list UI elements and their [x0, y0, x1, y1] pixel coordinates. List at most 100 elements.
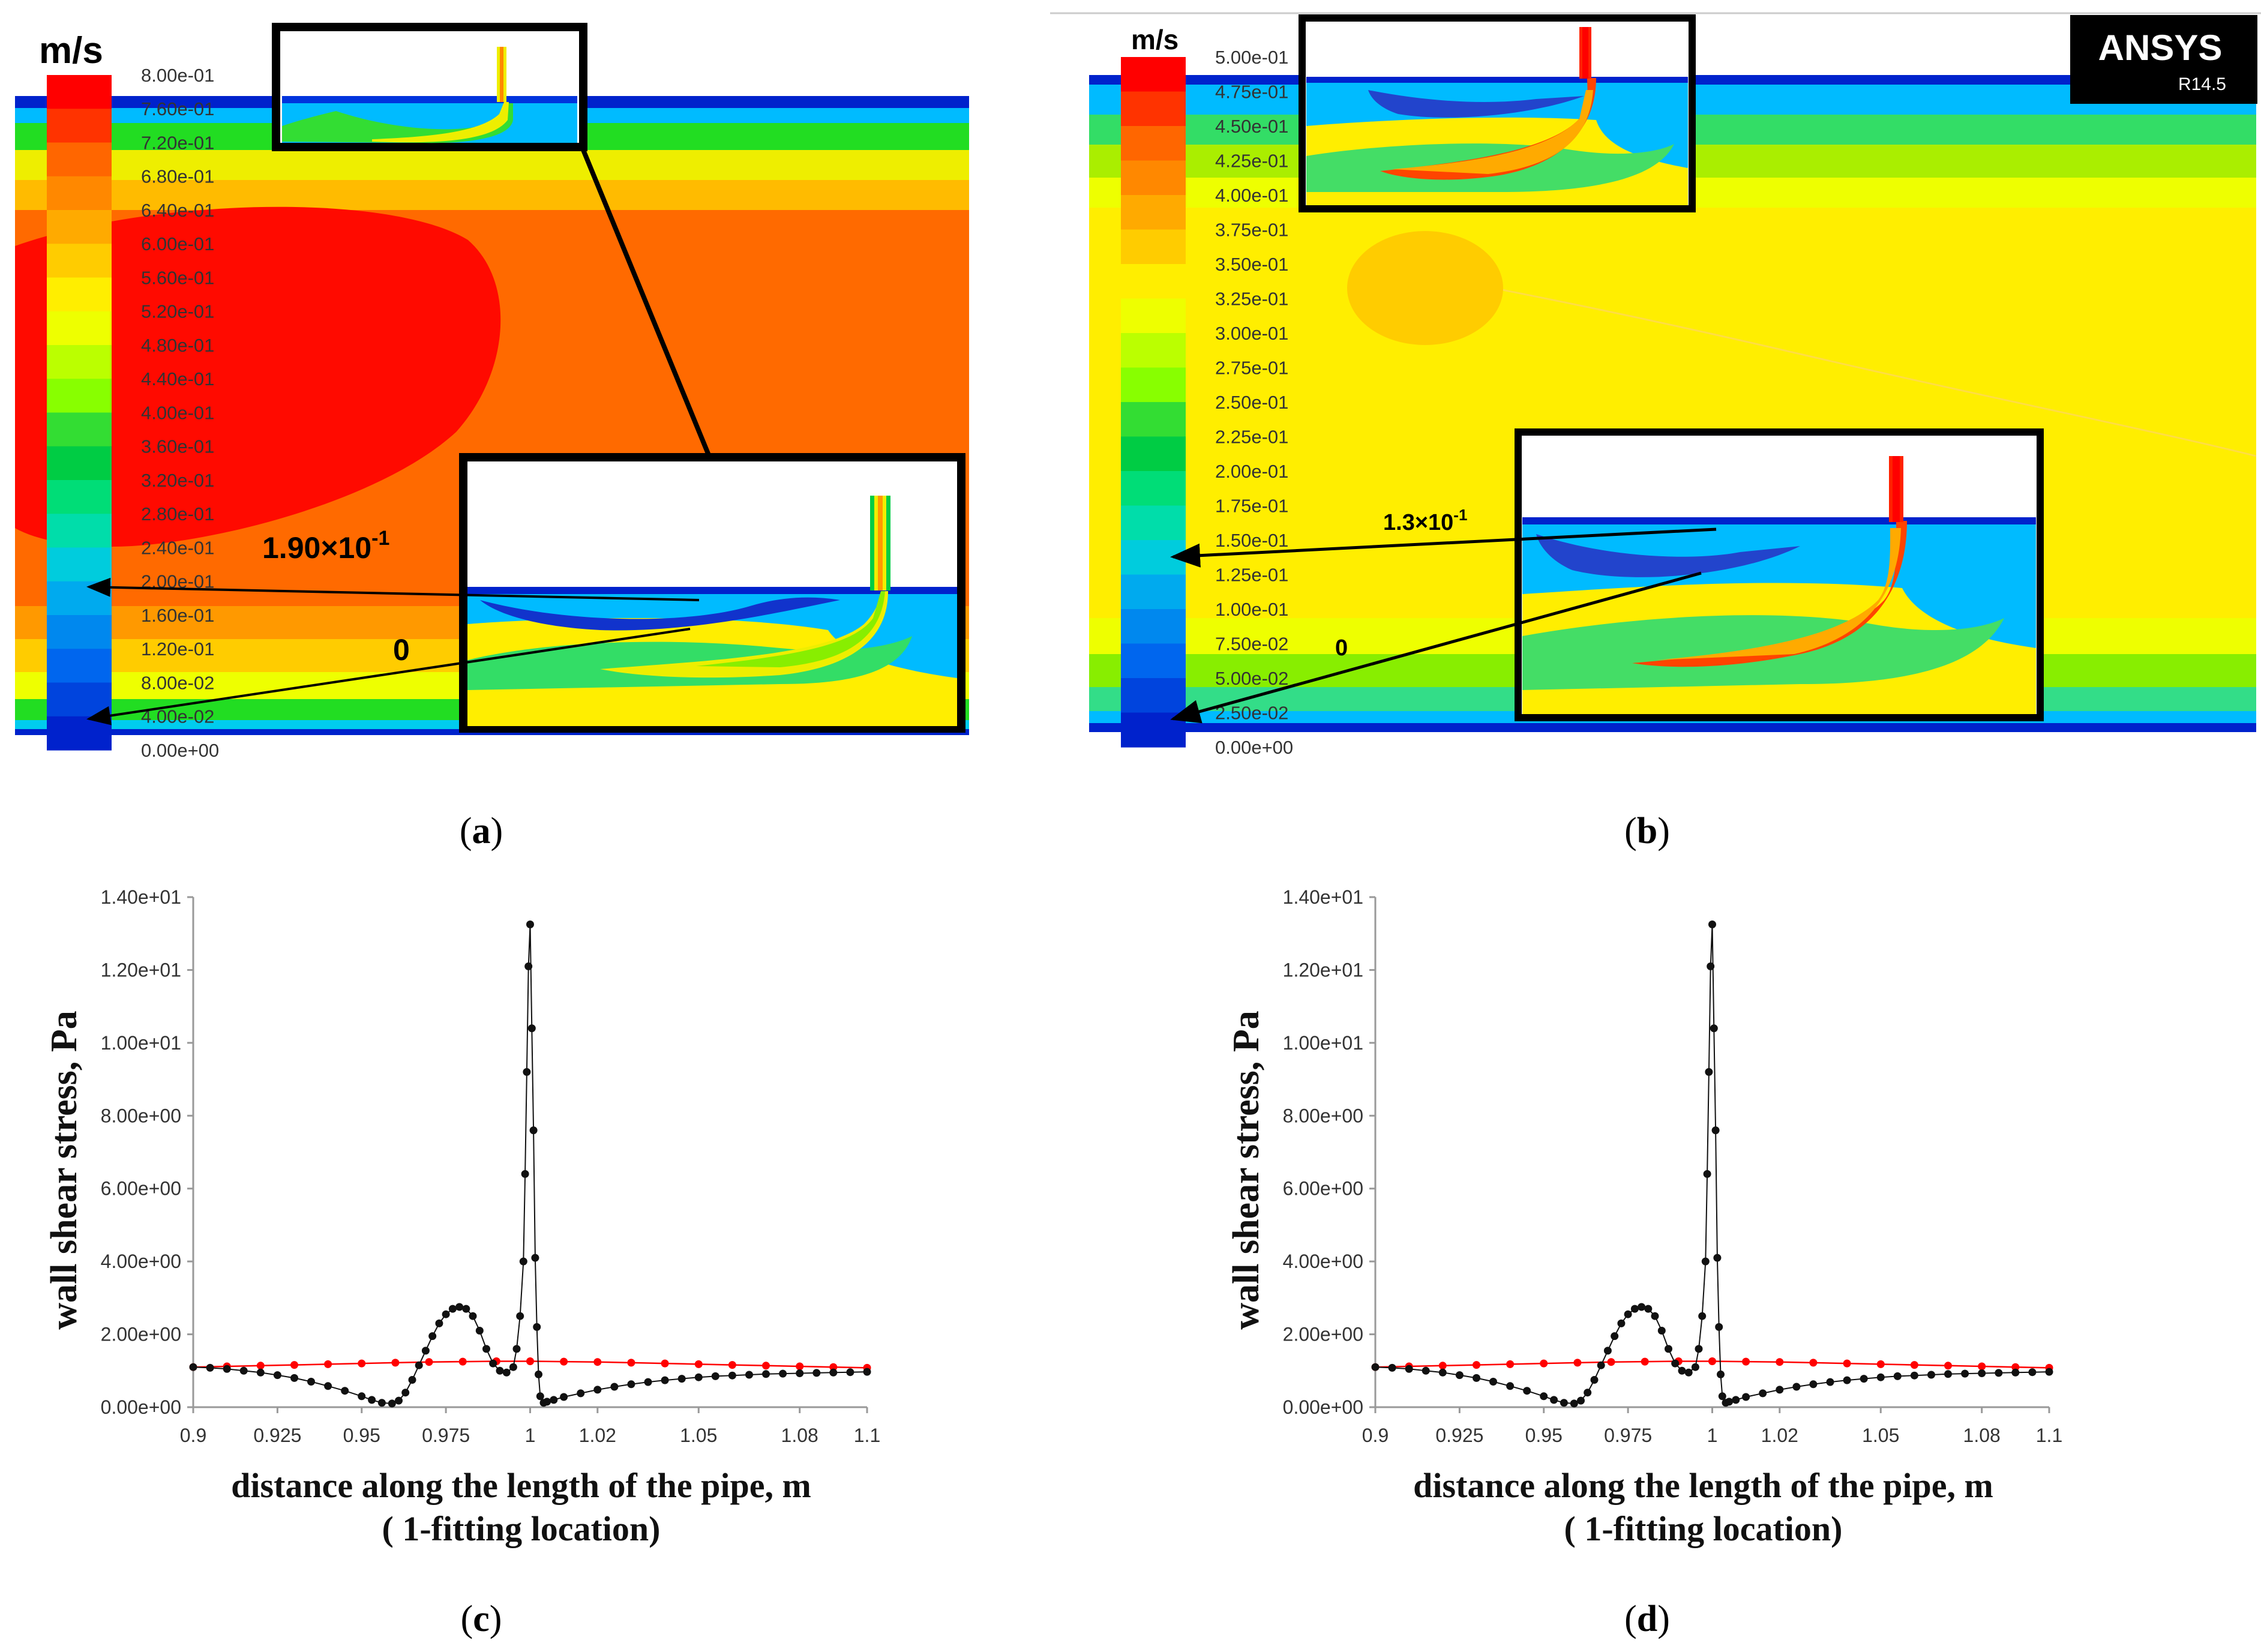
- data-point: [341, 1387, 349, 1395]
- data-point: [2011, 1363, 2020, 1371]
- data-point: [2028, 1368, 2037, 1377]
- colorbar-tick-label: 5.00e-02: [1215, 668, 1288, 689]
- colorbar-tick-label: 4.25e-01: [1215, 150, 1288, 171]
- colorbar-segment: [1121, 505, 1186, 541]
- data-point: [1617, 1319, 1626, 1327]
- data-point: [1438, 1362, 1447, 1370]
- data-point: [509, 1363, 517, 1371]
- x-tick-label: 0.9: [1362, 1425, 1389, 1446]
- panel-d-caption: (d): [1624, 1599, 1670, 1639]
- colorbar-segment: [1121, 643, 1186, 679]
- colorbar-tick-label: 5.20e-01: [141, 301, 214, 322]
- data-point: [524, 962, 533, 970]
- colorbar-segment: [47, 480, 112, 514]
- data-point: [1573, 1359, 1582, 1367]
- colorbar-segment: [47, 615, 112, 649]
- colorbar-tick-label: 5.00e-01: [1215, 47, 1288, 68]
- data-point: [1961, 1369, 1969, 1378]
- panel-d: 0.00e+00 2.00e+00 4.00e+00 6.00e+00 8.00e+00…: [1226, 886, 2062, 1639]
- data-point: [1876, 1373, 1885, 1381]
- x-axis-label-2: ( 1-fitting location): [382, 1509, 661, 1548]
- data-point: [812, 1369, 821, 1377]
- data-point: [1776, 1358, 1784, 1366]
- x-tick-label: 0.95: [1525, 1425, 1563, 1446]
- data-point: [1506, 1360, 1515, 1368]
- colorbar-tick-label: 6.40e-01: [141, 200, 214, 221]
- data-point: [469, 1312, 477, 1320]
- colorbar-segment: [1121, 195, 1186, 230]
- data-point: [455, 1303, 464, 1311]
- panel-a-colorbar-unit: m/s: [39, 30, 103, 71]
- y-tick-label: 1.20e+01: [1283, 959, 1363, 981]
- data-point: [1843, 1376, 1851, 1384]
- data-point: [1455, 1371, 1464, 1380]
- colorbar-tick-label: 4.75e-01: [1215, 81, 1288, 102]
- data-point: [627, 1380, 635, 1389]
- data-point: [377, 1399, 386, 1407]
- data-point: [502, 1368, 511, 1377]
- colorbar-segment: [47, 514, 112, 548]
- colorbar-tick-label: 1.75e-01: [1215, 495, 1288, 516]
- data-point: [1718, 1392, 1726, 1401]
- data-point: [796, 1362, 804, 1371]
- data-point: [829, 1363, 838, 1371]
- data-point: [1742, 1357, 1750, 1366]
- series-line: [193, 924, 868, 1404]
- data-point: [1550, 1396, 1558, 1404]
- data-point: [1701, 1257, 1710, 1266]
- x-tick-label: 0.975: [422, 1425, 470, 1446]
- x-tick-label: 1.05: [1862, 1425, 1899, 1446]
- data-point: [307, 1378, 315, 1386]
- data-point: [482, 1345, 490, 1353]
- data-point: [401, 1389, 410, 1397]
- colorbar-tick-label: 1.00e-01: [1215, 599, 1288, 620]
- y-tick-label: 1.40e+01: [1283, 886, 1363, 908]
- data-point: [1651, 1312, 1659, 1320]
- data-point: [1678, 1366, 1686, 1375]
- x-tick-label: 1.02: [579, 1425, 616, 1446]
- colorbar-segment: [47, 682, 112, 717]
- panel-b-annotation-max: 1.3×10-1: [1383, 506, 1467, 535]
- data-point: [428, 1332, 437, 1341]
- colorbar-tick-label: 6.00e-01: [141, 233, 214, 254]
- colorbar-segment: [1121, 160, 1186, 196]
- data-point: [1684, 1368, 1693, 1377]
- colorbar-segment: [47, 109, 112, 143]
- data-point: [1638, 1303, 1646, 1311]
- colorbar-segment: [47, 142, 112, 177]
- data-point: [533, 1323, 541, 1331]
- data-point: [1577, 1396, 1585, 1405]
- colorbar-tick-label: 2.50e-01: [1215, 392, 1288, 413]
- colorbar-segment: [1121, 402, 1186, 437]
- data-point: [1371, 1363, 1380, 1371]
- y-tick-label: 6.00e+00: [101, 1178, 181, 1200]
- colorbar-segment: [47, 649, 112, 683]
- data-point: [324, 1382, 332, 1390]
- data-point: [593, 1358, 602, 1366]
- data-point: [529, 1126, 538, 1135]
- colorbar-tick-label: 5.60e-01: [141, 267, 214, 288]
- data-point: [1644, 1305, 1653, 1313]
- data-point: [1560, 1399, 1568, 1407]
- y-tick-label: 2.00e+00: [1283, 1324, 1363, 1345]
- data-point: [1657, 1327, 1666, 1335]
- data-point: [395, 1396, 403, 1405]
- y-tick-label: 0.00e+00: [1283, 1396, 1363, 1418]
- data-point: [273, 1371, 281, 1380]
- data-point: [1698, 1312, 1707, 1320]
- data-point: [519, 1257, 527, 1266]
- data-point: [1388, 1363, 1396, 1372]
- panel-b-colorbar: [1121, 57, 1186, 748]
- data-point: [560, 1393, 568, 1401]
- data-point: [694, 1360, 703, 1368]
- panel-b-colorbar-labels: 5.00e-01 4.75e-01 4.50e-01 4.25e-01 4.00e-01…: [1215, 47, 1293, 758]
- data-point: [1717, 1370, 1725, 1378]
- data-point: [526, 921, 534, 928]
- data-point: [728, 1361, 736, 1369]
- panel-a-colorbar-labels: 8.00e-01 7.60e-01 7.20e-01 6.80e-01 6.40e-01…: [141, 65, 219, 761]
- colorbar-segment: [47, 345, 112, 379]
- panel-a-annotation-max: 1.90×10-1: [262, 527, 389, 565]
- data-point: [1910, 1361, 1918, 1369]
- data-point: [527, 1024, 536, 1033]
